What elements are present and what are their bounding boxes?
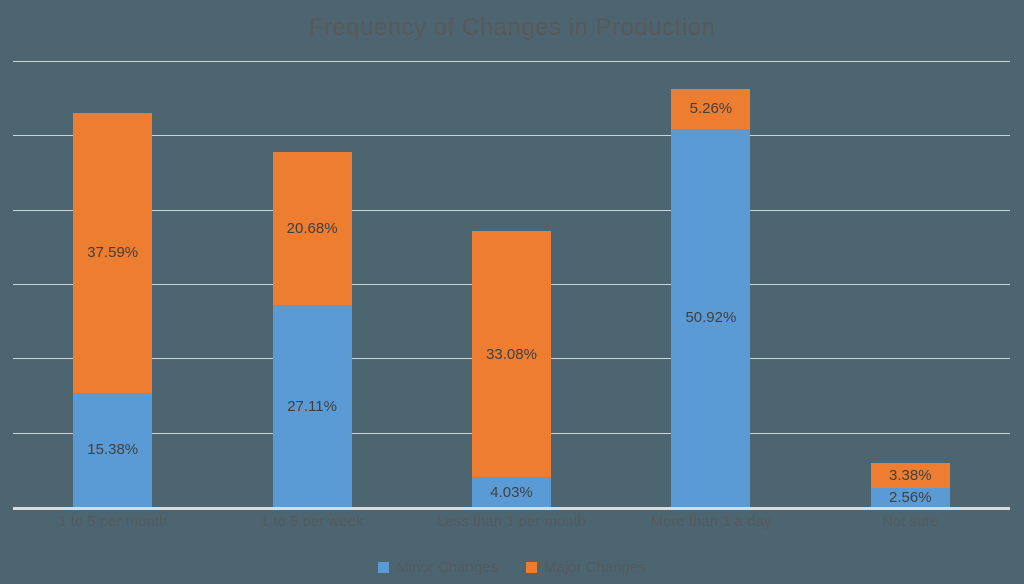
data-label: 2.56%: [889, 488, 932, 506]
data-label: 4.03%: [490, 483, 533, 501]
data-label: 50.92%: [685, 309, 737, 327]
bar-segment-minor-changes-0: 15.38%: [73, 392, 153, 507]
legend-label-major-changes: Major Changes: [544, 559, 646, 576]
legend: Minor Changes Major Changes: [0, 559, 1024, 576]
gridline-50: [13, 135, 1010, 137]
data-label: 15.38%: [87, 441, 139, 459]
chart-title: Frequency of Changes in Production: [308, 14, 716, 41]
x-axis-line: [13, 507, 1010, 510]
gridline-60: [13, 61, 1010, 62]
bar-segment-major-changes-0: 37.59%: [73, 113, 153, 393]
data-label: 37.59%: [87, 244, 139, 262]
legend-label-minor-changes: Minor Changes: [396, 559, 498, 576]
bar-segment-minor-changes-1: 27.11%: [272, 305, 352, 507]
x-axis-label-4: Not sure: [881, 513, 939, 530]
bar-segment-minor-changes-4: 2.56%: [870, 487, 950, 507]
legend-swatch-major-changes-icon: [526, 562, 537, 573]
bar-segment-major-changes-2: 33.08%: [472, 231, 551, 478]
gridline-40: [13, 209, 1010, 211]
bar-segment-major-changes-3: 5.26%: [671, 89, 751, 129]
bar-segment-minor-changes-2: 4.03%: [472, 477, 551, 507]
x-axis-label-0: 1 to 5 per month: [58, 513, 168, 530]
data-label: 3.38%: [889, 466, 932, 484]
x-axis-label-2: Less than 1 per month: [436, 513, 587, 530]
legend-swatch-minor-changes-icon: [378, 562, 390, 573]
legend-item-minor-changes: Minor Changes: [378, 559, 498, 576]
bar-segment-major-changes-1: 20.68%: [272, 151, 352, 306]
data-label: 33.08%: [486, 345, 537, 363]
bar-segment-minor-changes-3: 50.92%: [671, 128, 751, 507]
data-label: 5.26%: [689, 100, 733, 118]
x-axis-label-1: 1 to 5 per week: [260, 513, 364, 530]
bar-segment-major-changes-4: 3.38%: [870, 462, 950, 488]
plot-area: 15.38% 37.59% 1 to 5 per month 27.11% 20.68%…: [13, 61, 1010, 530]
x-axis-label-3: More than 1 a day: [650, 513, 772, 530]
data-label: 20.68%: [286, 220, 338, 238]
legend-item-major-changes: Major Changes: [526, 559, 646, 576]
data-label: 27.11%: [287, 397, 337, 415]
